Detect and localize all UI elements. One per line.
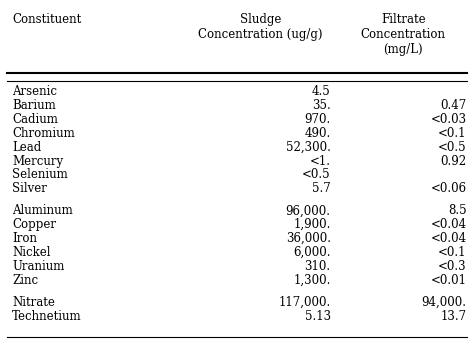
Text: Sludge
Concentration (ug/g): Sludge Concentration (ug/g) — [198, 13, 323, 41]
Text: 1,300.: 1,300. — [293, 273, 331, 287]
Text: Filtrate
Concentration
(mg/L): Filtrate Concentration (mg/L) — [361, 13, 446, 56]
Text: 13.7: 13.7 — [440, 310, 466, 323]
Text: Technetium: Technetium — [12, 310, 82, 323]
Text: Chromium: Chromium — [12, 127, 75, 140]
Text: Nitrate: Nitrate — [12, 296, 55, 309]
Text: 490.: 490. — [304, 127, 331, 140]
Text: Cadium: Cadium — [12, 113, 58, 126]
Text: 8.5: 8.5 — [448, 204, 466, 218]
Text: 35.: 35. — [312, 99, 331, 112]
Text: 310.: 310. — [305, 260, 331, 273]
Text: Uranium: Uranium — [12, 260, 64, 273]
Text: Copper: Copper — [12, 218, 56, 231]
Text: <0.3: <0.3 — [438, 260, 466, 273]
Text: 1,900.: 1,900. — [293, 218, 331, 231]
Text: <0.04: <0.04 — [430, 232, 466, 245]
Text: <0.1: <0.1 — [438, 246, 466, 259]
Text: <0.06: <0.06 — [430, 182, 466, 195]
Text: Selenium: Selenium — [12, 168, 68, 181]
Text: Zinc: Zinc — [12, 273, 38, 287]
Text: 94,000.: 94,000. — [421, 296, 466, 309]
Text: 970.: 970. — [304, 113, 331, 126]
Text: <0.04: <0.04 — [430, 218, 466, 231]
Text: 117,000.: 117,000. — [278, 296, 331, 309]
Text: Arsenic: Arsenic — [12, 85, 57, 99]
Text: <0.1: <0.1 — [438, 127, 466, 140]
Text: 6,000.: 6,000. — [293, 246, 331, 259]
Text: 52,300.: 52,300. — [286, 141, 331, 154]
Text: <0.5: <0.5 — [302, 168, 331, 181]
Text: Silver: Silver — [12, 182, 47, 195]
Text: <0.03: <0.03 — [430, 113, 466, 126]
Text: Aluminum: Aluminum — [12, 204, 73, 218]
Text: Barium: Barium — [12, 99, 56, 112]
Text: 4.5: 4.5 — [312, 85, 331, 99]
Text: Mercury: Mercury — [12, 155, 63, 168]
Text: 0.92: 0.92 — [440, 155, 466, 168]
Text: <0.5: <0.5 — [438, 141, 466, 154]
Text: Nickel: Nickel — [12, 246, 51, 259]
Text: 5.7: 5.7 — [312, 182, 331, 195]
Text: 36,000.: 36,000. — [286, 232, 331, 245]
Text: <1.: <1. — [310, 155, 331, 168]
Text: 0.47: 0.47 — [440, 99, 466, 112]
Text: Constituent: Constituent — [12, 13, 82, 26]
Text: 96,000.: 96,000. — [286, 204, 331, 218]
Text: Iron: Iron — [12, 232, 37, 245]
Text: <0.01: <0.01 — [430, 273, 466, 287]
Text: Lead: Lead — [12, 141, 41, 154]
Text: 5.13: 5.13 — [305, 310, 331, 323]
